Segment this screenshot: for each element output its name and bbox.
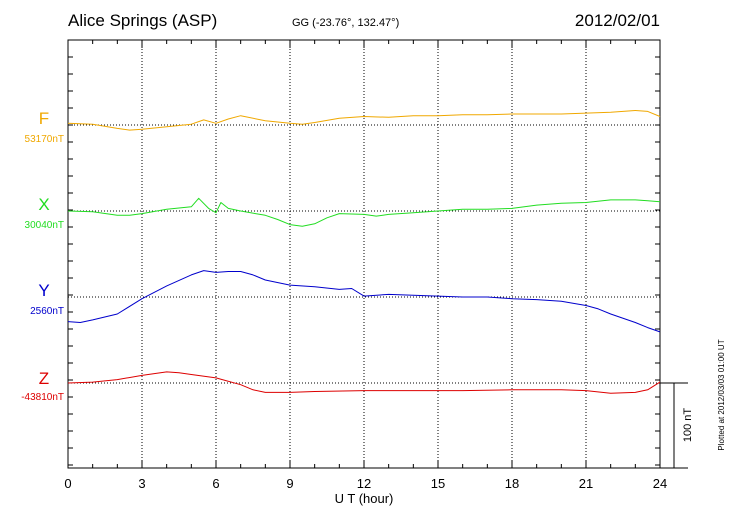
x-tick-labels: 0 3 6 9 12 15 18 21 24: [64, 476, 667, 491]
series-line-y: [67, 270, 661, 333]
series-labels: F 53170nT X 30040nT Y 2560nT Z -43810nT: [21, 109, 64, 403]
x-tick-label: 0: [64, 476, 71, 491]
date-label: 2012/02/01: [575, 11, 660, 30]
x-tick-label: 6: [212, 476, 219, 491]
x-tick-label: 21: [579, 476, 593, 491]
x-tick-label: 12: [357, 476, 371, 491]
plotted-note: Plotted at 2012/03/03 01:00 UT: [717, 339, 726, 450]
x-tick-label: 9: [286, 476, 293, 491]
series-name-y: Y: [38, 281, 49, 300]
series-name-z: Z: [39, 369, 49, 388]
scale-bar-label: 100 nT: [682, 408, 694, 443]
axis-ticks: [67, 40, 661, 468]
series-line-x: [67, 197, 661, 227]
grid-lines: [68, 40, 660, 468]
series-line-f: [67, 110, 661, 131]
coordinates-label: GG (-23.76°, 132.47°): [292, 17, 399, 29]
series-baseline-x: 30040nT: [25, 220, 64, 231]
series-name-x: X: [38, 195, 49, 214]
series-baseline-y: 2560nT: [30, 306, 64, 317]
scale-bar: 100 nT: [660, 382, 694, 469]
x-tick-label: 18: [505, 476, 519, 491]
series-baseline-z: -43810nT: [21, 392, 64, 403]
series-line-z: [67, 371, 661, 394]
x-tick-label: 24: [653, 476, 667, 491]
x-tick-label: 15: [431, 476, 445, 491]
series-lines: [67, 110, 661, 394]
series-name-f: F: [39, 109, 49, 128]
x-axis-label: U T (hour): [335, 491, 394, 506]
x-tick-label: 3: [138, 476, 145, 491]
station-title: Alice Springs (ASP): [68, 11, 217, 30]
series-baseline-f: 53170nT: [25, 134, 64, 145]
